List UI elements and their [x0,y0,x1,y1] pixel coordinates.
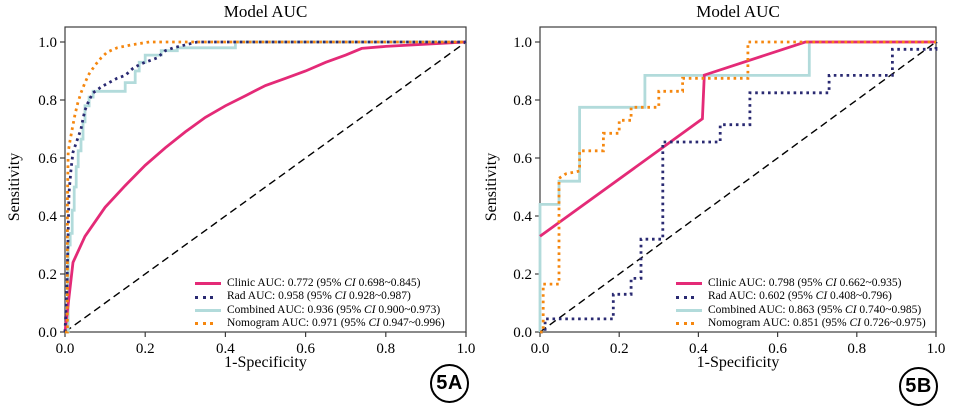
x-tick-label: 0.0 [56,341,75,357]
y-tick-label: 0.8 [38,93,57,109]
roc-plot-5b: 0.0 0.2 0.4 0.6 0.8 1.0 0.0 0.2 0.4 0.6 0.8 1.0 [513,26,946,357]
legend-swatch-rad [195,295,221,299]
legend-label: Nomogram AUC: 0.851 (95% CI 0.726~0.975) [708,317,926,330]
y-tick-label: 0.6 [38,151,57,167]
legend-swatch-nomogram [676,322,702,326]
legend-label: Rad AUC: 0.958 (95% CI 0.928~0.987) [227,290,411,303]
roc-curve-rad [63,40,466,333]
legend-swatch-clinic [195,282,221,286]
roc-panel-5a: 0.0 0.2 0.4 0.6 0.8 1.0 0.0 0.2 0.4 0.6 0.8 1.0 Mod… [6,2,476,403]
x-tick-label: 0.6 [296,341,315,357]
x-axis-label: 1-Specificity [696,354,780,371]
legend-label: Combined AUC: 0.936 (95% CI 0.900~0.973) [227,303,441,316]
figure-tag: 5B [899,367,938,406]
roc-curve-nomogram [540,40,936,334]
roc-curve-clinic [63,40,467,333]
legend-item-clinic: Clinic AUC: 0.772 (95% CI 0.698~0.845) [195,277,445,290]
x-axis-label: 1-Specificity [224,354,307,371]
legend-swatch-rad [676,295,702,299]
x-tick-label: 0.6 [768,341,787,357]
legend-item-nomogram: Nomogram AUC: 0.851 (95% CI 0.726~0.975) [676,317,926,330]
y-tick-label: 1.0 [513,35,532,51]
roc-curve-nomogram [65,40,466,334]
legend-label: Clinic AUC: 0.772 (95% CI 0.698~0.845) [227,277,421,289]
axes-box [64,26,467,333]
x-tick-label: 0.0 [531,341,550,357]
chart-title: Model AUC [696,2,780,21]
legend-swatch-combined [676,308,702,312]
x-tick-label: 0.2 [136,341,155,357]
y-tick-label: 0.8 [513,93,532,109]
roc-curve-reference [64,41,467,333]
y-axis-label: Sensitivity [483,152,500,222]
roc-panel-5b: 0.0 0.2 0.4 0.6 0.8 1.0 0.0 0.2 0.4 0.6 0.8 1.0 Mod… [479,0,958,411]
y-tick-label: 0.0 [513,325,532,341]
y-tick-label: 0.2 [513,267,532,283]
y-tick-label: 0.2 [38,267,57,283]
roc-curve-clinic [539,40,936,238]
legend-item-combined: Combined AUC: 0.863 (95% CI 0.740~0.985) [676,304,926,317]
legend-label: Nomogram AUC: 0.971 (95% CI 0.947~0.996) [227,317,445,330]
y-tick-label: 0.0 [38,325,57,341]
x-tick-label: 0.4 [689,341,708,357]
legend-item-rad: Rad AUC: 0.958 (95% CI 0.928~0.987) [195,290,445,303]
x-tick-label: 0.4 [216,341,235,357]
roc-curve-combined [538,40,936,332]
x-tick-label: 0.2 [610,341,629,357]
legend-swatch-combined [195,308,221,312]
axes-box [539,26,937,333]
x-tick-label: 1.0 [457,341,476,357]
legend-label: Rad AUC: 0.602 (95% CI 0.408~0.796) [708,290,892,303]
roc-curve-reference [539,41,937,333]
legend-item-nomogram: Nomogram AUC: 0.971 (95% CI 0.947~0.996) [195,317,445,330]
legend: Clinic AUC: 0.772 (95% CI 0.698~0.845) Ra… [195,277,445,331]
legend-item-combined: Combined AUC: 0.936 (95% CI 0.900~0.973) [195,304,445,317]
y-tick-label: 0.6 [513,151,532,167]
y-tick-label: 1.0 [38,35,57,51]
x-tick-label: 1.0 [927,341,946,357]
roc-plot-5a: 0.0 0.2 0.4 0.6 0.8 1.0 0.0 0.2 0.4 0.6 0.8 1.0 [38,26,476,357]
legend-swatch-clinic [676,282,702,286]
chart-title: Model AUC [223,2,308,21]
legend-swatch-nomogram [195,322,221,326]
legend-item-rad: Rad AUC: 0.602 (95% CI 0.408~0.796) [676,290,926,303]
legend-item-clinic: Clinic AUC: 0.798 (95% CI 0.662~0.935) [676,277,926,290]
x-tick-label: 0.8 [847,341,866,357]
y-tick-label: 0.4 [513,209,532,225]
legend-label: Clinic AUC: 0.798 (95% CI 0.662~0.935) [708,277,902,289]
y-tick-label: 0.4 [38,209,57,225]
legend-label: Combined AUC: 0.863 (95% CI 0.740~0.985) [708,303,922,316]
legend: Clinic AUC: 0.798 (95% CI 0.662~0.935) Ra… [676,277,926,331]
y-axis-label: Sensitivity [6,152,23,222]
figure-tag: 5A [430,364,469,403]
x-tick-label: 0.8 [376,341,395,357]
roc-curve-combined [65,40,466,334]
